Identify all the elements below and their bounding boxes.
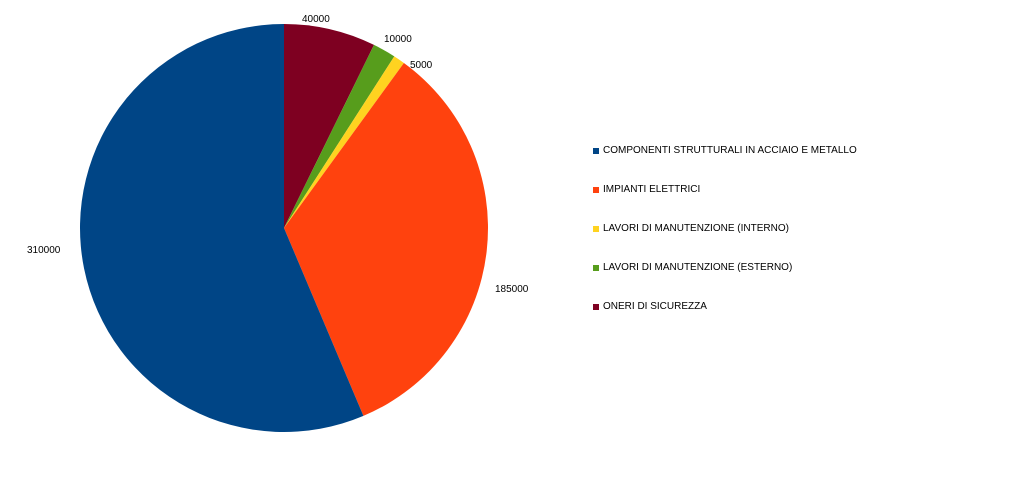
legend-swatch [593, 304, 599, 310]
slice-oneri-sicurezza [284, 23, 375, 228]
legend-label: IMPIANTI ELETTRICI [603, 184, 701, 195]
legend-item-manutenzione-interno: LAVORI DI MANUTENZIONE (INTERNO) [593, 223, 857, 262]
legend-swatch [593, 148, 599, 154]
legend-swatch [593, 187, 599, 193]
legend-swatch [593, 226, 599, 232]
legend-item-oneri-sicurezza: ONERI DI SICUREZZA [593, 301, 857, 340]
data-label-oneri-sicurezza: 40000 [302, 14, 330, 25]
legend: COMPONENTI STRUTTURALI IN ACCIAIO E META… [593, 145, 857, 340]
data-label-manutenzione-interno: 5000 [410, 60, 433, 71]
legend-label: LAVORI DI MANUTENZIONE (INTERNO) [603, 223, 789, 234]
slice-componenti-strutturali [80, 24, 364, 432]
legend-item-componenti-strutturali: COMPONENTI STRUTTURALI IN ACCIAIO E META… [593, 145, 857, 184]
data-label-componenti-strutturali: 310000 [27, 245, 61, 256]
pie-data-labels: 40000 10000 5000 185000 310000 [27, 14, 529, 295]
slice-manutenzione-interno [284, 56, 404, 228]
slice-impianti-elettrici [284, 62, 489, 416]
slice-manutenzione-esterno [284, 44, 395, 229]
legend-label: ONERI DI SICUREZZA [603, 301, 707, 312]
legend-item-manutenzione-esterno: LAVORI DI MANUTENZIONE (ESTERNO) [593, 262, 857, 301]
legend-label: COMPONENTI STRUTTURALI IN ACCIAIO E META… [603, 145, 857, 156]
legend-item-impianti-elettrici: IMPIANTI ELETTRICI [593, 184, 857, 223]
data-label-manutenzione-esterno: 10000 [384, 34, 412, 45]
legend-label: LAVORI DI MANUTENZIONE (ESTERNO) [603, 262, 793, 273]
legend-swatch [593, 265, 599, 271]
data-label-impianti-elettrici: 185000 [495, 284, 529, 295]
pie-slices [80, 23, 489, 432]
